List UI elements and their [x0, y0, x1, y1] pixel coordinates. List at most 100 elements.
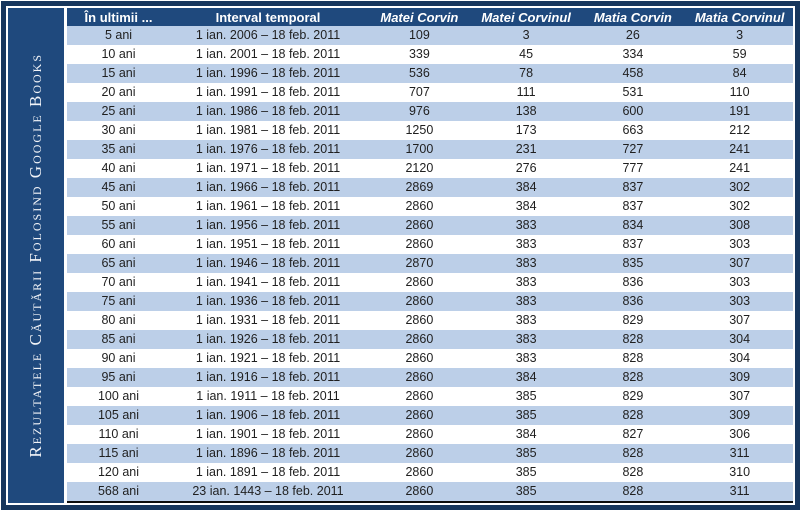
count-cell: 231 — [515, 142, 537, 157]
period-cell: 60 ani — [101, 237, 136, 252]
period-cell: 65 ani — [101, 256, 136, 271]
table-row: 80 ani 1 ian. 1931 – 18 feb. 2011 2860 383 8… — [67, 311, 793, 330]
interval-cell: 1 ian. 1956 – 18 feb. 2011 — [195, 218, 341, 233]
count-cell: 2860 — [405, 275, 434, 290]
period-cell: 70 ani — [101, 275, 136, 290]
table-row: 95 ani 1 ian. 1916 – 18 feb. 2011 2860 384 8… — [67, 368, 793, 387]
period-cell: 110 ani — [98, 427, 139, 442]
interval-cell: 1 ian. 1911 – 18 feb. 2011 — [196, 389, 340, 404]
count-cell: 836 — [622, 275, 644, 290]
count-cell: 837 — [622, 180, 644, 195]
count-cell: 241 — [729, 142, 751, 157]
table-row: 90 ani 1 ian. 1921 – 18 feb. 2011 2860 383 8… — [67, 349, 793, 368]
interval-cell: 1 ian. 1971 – 18 feb. 2011 — [195, 161, 341, 176]
count-cell: 829 — [622, 313, 644, 328]
period-cell: 15 ani — [101, 66, 136, 81]
count-cell: 307 — [729, 389, 751, 404]
count-cell: 3 — [522, 28, 530, 43]
table-row: 75 ani 1 ian. 1936 – 18 feb. 2011 2860 383 8… — [67, 292, 793, 311]
interval-cell: 1 ian. 1981 – 18 feb. 2011 — [195, 123, 341, 138]
interval-cell: 1 ian. 1936 – 18 feb. 2011 — [195, 294, 341, 309]
count-cell: 303 — [729, 237, 751, 252]
interval-cell: 1 ian. 1906 – 18 feb. 2011 — [195, 408, 341, 423]
interval-cell: 1 ian. 1976 – 18 feb. 2011 — [195, 142, 341, 157]
count-cell: 2860 — [405, 218, 434, 233]
count-cell: 385 — [515, 465, 537, 480]
interval-cell: 1 ian. 1916 – 18 feb. 2011 — [195, 370, 341, 385]
interval-cell: 1 ian. 1951 – 18 feb. 2011 — [195, 237, 341, 252]
column-header: Matei Corvinul — [481, 9, 571, 25]
count-cell: 2860 — [405, 294, 434, 309]
count-cell: 304 — [729, 351, 751, 366]
interval-cell: 1 ian. 1961 – 18 feb. 2011 — [195, 199, 341, 214]
table-row: 40 ani 1 ian. 1971 – 18 feb. 2011 2120 276 7… — [67, 159, 793, 178]
count-cell: 78 — [519, 66, 534, 81]
sidebar: Rezultatele Căutării Folosind Google Boo… — [8, 8, 64, 503]
interval-cell: 1 ian. 1901 – 18 feb. 2011 — [195, 427, 341, 442]
count-cell: 2860 — [405, 484, 434, 499]
count-cell: 306 — [729, 427, 751, 442]
interval-cell: 1 ian. 1891 – 18 feb. 2011 — [195, 465, 341, 480]
count-cell: 383 — [515, 351, 537, 366]
table-row: 65 ani 1 ian. 1946 – 18 feb. 2011 2870 383 8… — [67, 254, 793, 273]
table-row: 10 ani 1 ian. 2001 – 18 feb. 2011 339 45 334… — [67, 45, 793, 64]
count-cell: 835 — [622, 256, 644, 271]
count-cell: 138 — [515, 104, 537, 119]
table-row: 15 ani 1 ian. 1996 – 18 feb. 2011 536 78 458… — [67, 64, 793, 83]
count-cell: 2869 — [405, 180, 434, 195]
count-cell: 110 — [729, 85, 750, 100]
interval-cell: 1 ian. 1996 – 18 feb. 2011 — [195, 66, 341, 81]
count-cell: 727 — [622, 142, 644, 157]
interval-cell: 1 ian. 1931 – 18 feb. 2011 — [195, 313, 341, 328]
count-cell: 339 — [408, 47, 430, 62]
count-cell: 385 — [515, 408, 537, 423]
count-cell: 385 — [515, 389, 537, 404]
count-cell: 828 — [622, 408, 644, 423]
column-header: Matia Corvinul — [694, 9, 785, 25]
count-cell: 311 — [729, 484, 750, 499]
table-row: 25 ani 1 ian. 1986 – 18 feb. 2011 976 138 60… — [67, 102, 793, 121]
interval-cell: 1 ian. 1991 – 18 feb. 2011 — [195, 85, 341, 100]
count-cell: 308 — [729, 218, 751, 233]
page-title: Rezultatele Căutării Folosind Google Boo… — [26, 53, 45, 458]
period-cell: 10 ani — [101, 47, 136, 62]
count-cell: 1250 — [405, 123, 434, 138]
period-cell: 85 ani — [101, 332, 136, 347]
count-cell: 384 — [515, 180, 537, 195]
period-cell: 90 ani — [101, 351, 136, 366]
period-cell: 20 ani — [101, 85, 136, 100]
count-cell: 311 — [729, 446, 750, 461]
table-row: 55 ani 1 ian. 1956 – 18 feb. 2011 2860 383 8… — [67, 216, 793, 235]
period-cell: 115 ani — [98, 446, 139, 461]
table-body: 5 ani 1 ian. 2006 – 18 feb. 2011 109 3 26 3 10… — [67, 26, 793, 501]
table-header-row: În ultimii ... Interval temporal Matei Cor… — [67, 8, 793, 26]
table-row: 85 ani 1 ian. 1926 – 18 feb. 2011 2860 383 8… — [67, 330, 793, 349]
count-cell: 2860 — [405, 427, 434, 442]
period-cell: 25 ani — [101, 104, 136, 119]
count-cell: 2860 — [405, 199, 434, 214]
interval-cell: 1 ian. 2006 – 18 feb. 2011 — [195, 28, 341, 43]
count-cell: 2860 — [405, 389, 434, 404]
count-cell: 334 — [622, 47, 644, 62]
count-cell: 531 — [622, 85, 644, 100]
count-cell: 836 — [622, 294, 644, 309]
interval-cell: 1 ian. 1921 – 18 feb. 2011 — [195, 351, 341, 366]
interval-cell: 23 ian. 1443 – 18 feb. 2011 — [192, 484, 344, 499]
count-cell: 109 — [408, 28, 430, 43]
period-cell: 105 ani — [97, 408, 139, 423]
count-cell: 2870 — [405, 256, 434, 271]
count-cell: 111 — [516, 85, 536, 100]
count-cell: 383 — [515, 256, 537, 271]
count-cell: 828 — [622, 370, 644, 385]
table-row: 110 ani 1 ian. 1901 – 18 feb. 2011 2860 384… — [67, 425, 793, 444]
count-cell: 307 — [729, 313, 751, 328]
count-cell: 600 — [622, 104, 644, 119]
count-cell: 241 — [729, 161, 751, 176]
interval-cell: 1 ian. 1946 – 18 feb. 2011 — [195, 256, 341, 271]
period-cell: 100 ani — [97, 389, 139, 404]
period-cell: 55 ani — [101, 218, 136, 233]
count-cell: 383 — [515, 313, 537, 328]
count-cell: 310 — [729, 465, 751, 480]
count-cell: 834 — [622, 218, 644, 233]
count-cell: 828 — [622, 446, 644, 461]
